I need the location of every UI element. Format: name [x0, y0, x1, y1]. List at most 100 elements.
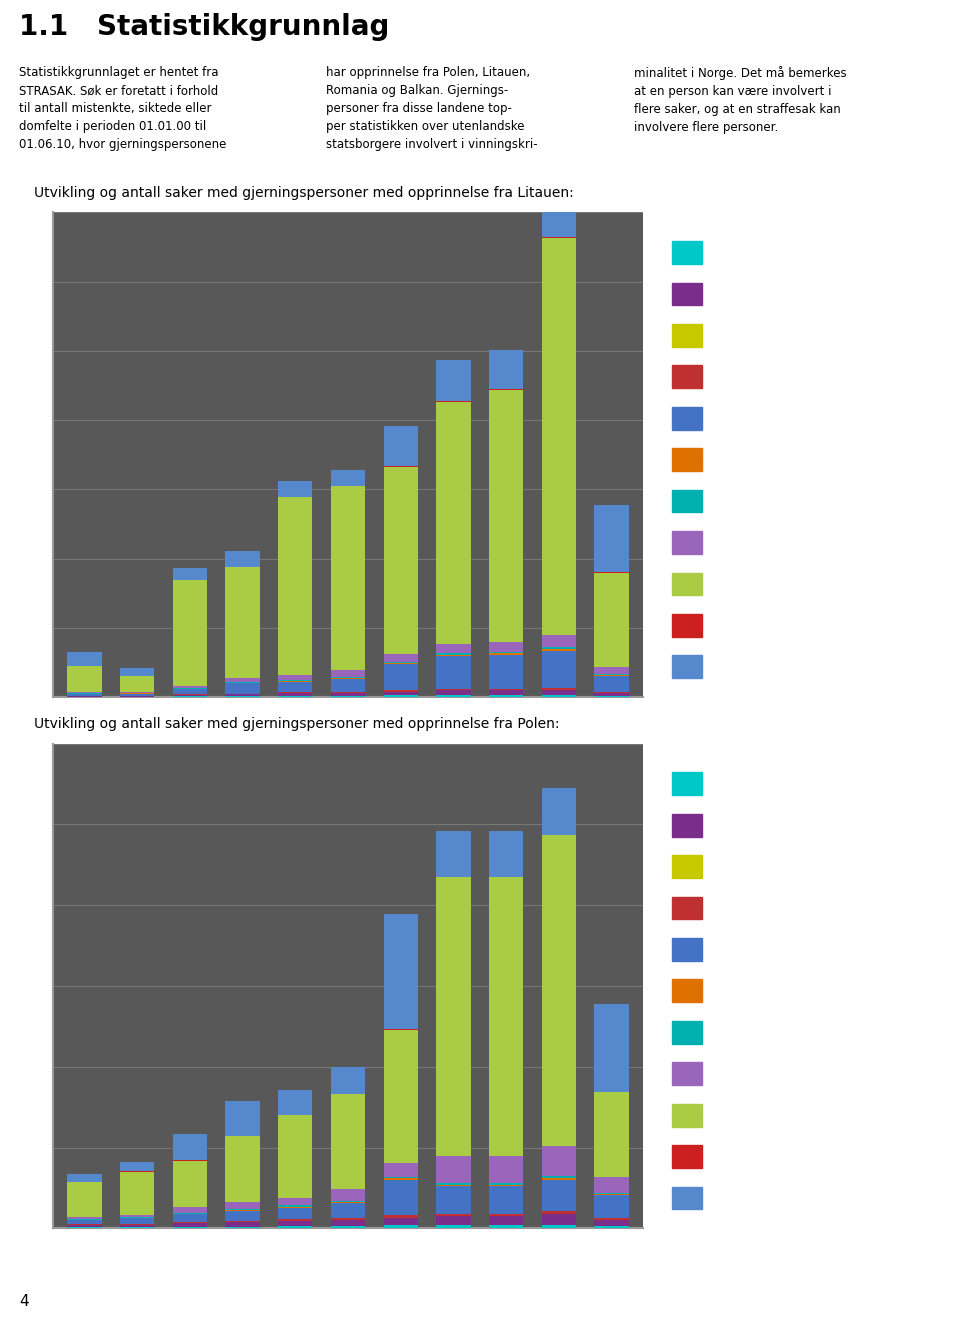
- Bar: [226, 1222, 260, 1227]
- Bar: [173, 1223, 207, 1227]
- Bar: [384, 914, 418, 1029]
- Bar: [226, 1220, 260, 1222]
- Bar: [331, 679, 365, 692]
- Bar: [436, 1186, 470, 1214]
- Text: NARKOTIKA: NARKOTIKA: [725, 1069, 798, 1078]
- Text: ØKONOMI: ØKONOMI: [725, 778, 785, 789]
- Bar: [672, 242, 702, 264]
- Text: VINNING: VINNING: [725, 331, 779, 340]
- Bar: [67, 1220, 102, 1224]
- Text: MILJØ: MILJØ: [725, 579, 760, 590]
- Bar: [226, 683, 260, 693]
- Bar: [331, 671, 365, 677]
- Bar: [67, 665, 102, 692]
- Text: 4: 4: [19, 1293, 29, 1309]
- Bar: [541, 1178, 576, 1179]
- Bar: [226, 567, 260, 679]
- Bar: [384, 1178, 418, 1179]
- Text: Utvikling og antall saker med gjerningspersoner med opprinnelse fra Litauen:: Utvikling og antall saker med gjerningsp…: [34, 186, 573, 199]
- Bar: [489, 655, 523, 689]
- Bar: [278, 1090, 312, 1116]
- Bar: [594, 1004, 629, 1092]
- Bar: [384, 1215, 418, 1218]
- Bar: [226, 1202, 260, 1210]
- Bar: [594, 1195, 629, 1219]
- Bar: [489, 389, 523, 641]
- Bar: [384, 1218, 418, 1226]
- Text: NARKOTIKA: NARKOTIKA: [725, 538, 798, 547]
- Bar: [278, 481, 312, 497]
- Bar: [436, 1183, 470, 1185]
- Bar: [278, 696, 312, 697]
- Bar: [541, 1177, 576, 1178]
- Text: ANNEN: ANNEN: [725, 661, 769, 672]
- Bar: [436, 1216, 470, 1226]
- Bar: [226, 1135, 260, 1202]
- Bar: [331, 1226, 365, 1228]
- Bar: [436, 830, 470, 876]
- Bar: [594, 1093, 629, 1177]
- Bar: [278, 1198, 312, 1206]
- Bar: [331, 1219, 365, 1220]
- Text: UNDERSØKELSESSAKER: UNDERSØKELSESSAKER: [725, 903, 874, 914]
- Bar: [672, 980, 702, 1003]
- Bar: [541, 1179, 576, 1211]
- Bar: [672, 1062, 702, 1085]
- Text: VINNING: VINNING: [725, 862, 779, 871]
- Bar: [120, 1215, 155, 1216]
- Bar: [672, 855, 702, 878]
- Bar: [594, 676, 629, 692]
- Bar: [278, 1207, 312, 1219]
- Bar: [331, 696, 365, 697]
- Bar: [278, 1116, 312, 1198]
- Text: 1.1   Statistikkgrunnlag: 1.1 Statistikkgrunnlag: [19, 13, 390, 41]
- Bar: [489, 1155, 523, 1183]
- Bar: [384, 426, 418, 466]
- Text: VOLD: VOLD: [725, 821, 759, 830]
- Bar: [672, 490, 702, 513]
- Bar: [489, 1186, 523, 1214]
- Bar: [436, 1214, 470, 1216]
- Bar: [541, 1214, 576, 1224]
- Text: ARBEIDSMILJØ: ARBEIDSMILJØ: [725, 1151, 815, 1162]
- Bar: [672, 324, 702, 347]
- Bar: [672, 365, 702, 388]
- Bar: [173, 1134, 207, 1161]
- Bar: [672, 773, 702, 795]
- Bar: [331, 693, 365, 696]
- Bar: [672, 896, 702, 919]
- Bar: [489, 641, 523, 652]
- Bar: [489, 831, 523, 876]
- Text: SKADEVERK: SKADEVERK: [725, 454, 801, 465]
- Bar: [120, 1218, 155, 1224]
- Bar: [226, 551, 260, 567]
- Bar: [331, 1066, 365, 1094]
- Bar: [672, 614, 702, 636]
- Bar: [672, 1187, 702, 1210]
- Bar: [331, 1203, 365, 1219]
- Bar: [173, 567, 207, 580]
- Bar: [278, 1220, 312, 1226]
- Bar: [541, 688, 576, 689]
- Text: UNDERSØKELSESSAKER: UNDERSØKELSESSAKER: [725, 372, 874, 382]
- Bar: [672, 406, 702, 430]
- Bar: [278, 498, 312, 675]
- Bar: [384, 1177, 418, 1178]
- Bar: [384, 664, 418, 691]
- Bar: [541, 647, 576, 649]
- Bar: [672, 814, 702, 837]
- Bar: [489, 691, 523, 696]
- Text: ARBEIDSMILJØ: ARBEIDSMILJØ: [725, 620, 815, 631]
- Bar: [226, 695, 260, 696]
- Bar: [489, 1214, 523, 1216]
- Text: VOLD: VOLD: [725, 290, 759, 299]
- Bar: [384, 692, 418, 696]
- Bar: [436, 691, 470, 696]
- Bar: [278, 1226, 312, 1228]
- Text: MILJØ: MILJØ: [725, 1110, 760, 1121]
- Bar: [672, 531, 702, 554]
- Bar: [384, 1029, 418, 1163]
- Bar: [384, 696, 418, 697]
- Bar: [489, 878, 523, 1155]
- Bar: [672, 283, 702, 305]
